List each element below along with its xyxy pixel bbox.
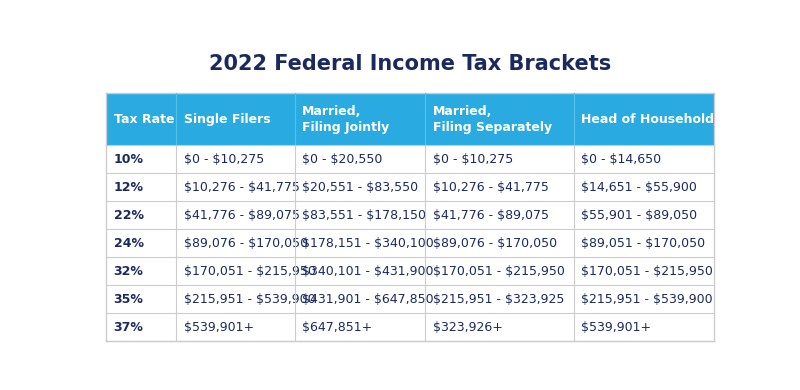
Text: Head of Household: Head of Household	[582, 113, 714, 126]
Text: $431,901 - $647,850: $431,901 - $647,850	[302, 292, 434, 306]
Text: $539,901+: $539,901+	[183, 321, 254, 333]
Text: 2022 Federal Income Tax Brackets: 2022 Federal Income Tax Brackets	[209, 54, 611, 74]
Bar	[106, 173, 714, 201]
Text: $41,776 - $89,075: $41,776 - $89,075	[433, 209, 549, 222]
Text: 24%: 24%	[114, 237, 144, 250]
Text: Married,
Filing Jointly: Married, Filing Jointly	[302, 105, 390, 134]
Text: 12%: 12%	[114, 181, 144, 194]
Bar	[106, 201, 714, 229]
Text: 10%: 10%	[114, 153, 144, 166]
Text: $89,076 - $170,050: $89,076 - $170,050	[183, 237, 308, 250]
Text: $41,776 - $89,075: $41,776 - $89,075	[183, 209, 299, 222]
Text: $170,051 - $215,950: $170,051 - $215,950	[183, 265, 315, 278]
Text: $323,926+: $323,926+	[433, 321, 502, 333]
Text: $89,051 - $170,050: $89,051 - $170,050	[582, 237, 706, 250]
Text: $539,901+: $539,901+	[582, 321, 652, 333]
Text: $14,651 - $55,900: $14,651 - $55,900	[582, 181, 698, 194]
Text: $170,051 - $215,950: $170,051 - $215,950	[433, 265, 565, 278]
Text: $215,951 - $323,925: $215,951 - $323,925	[433, 292, 564, 306]
Text: $0 - $10,275: $0 - $10,275	[433, 153, 513, 166]
Bar	[106, 145, 714, 173]
Text: 32%: 32%	[114, 265, 143, 278]
Text: $0 - $10,275: $0 - $10,275	[183, 153, 264, 166]
Text: $83,551 - $178,150: $83,551 - $178,150	[302, 209, 426, 222]
Bar	[106, 257, 714, 285]
Bar	[106, 229, 714, 257]
Text: $20,551 - $83,550: $20,551 - $83,550	[302, 181, 418, 194]
Text: $170,051 - $215,950: $170,051 - $215,950	[582, 265, 714, 278]
Text: $0 - $14,650: $0 - $14,650	[582, 153, 662, 166]
Bar	[106, 285, 714, 313]
Text: Married,
Filing Separately: Married, Filing Separately	[433, 105, 552, 134]
Text: $178,151 - $340,100: $178,151 - $340,100	[302, 237, 434, 250]
Text: 35%: 35%	[114, 292, 143, 306]
Text: Tax Rate: Tax Rate	[114, 113, 174, 126]
Text: $0 - $20,550: $0 - $20,550	[302, 153, 382, 166]
Bar	[106, 313, 714, 341]
Text: $647,851+: $647,851+	[302, 321, 372, 333]
Text: 37%: 37%	[114, 321, 143, 333]
Text: $55,901 - $89,050: $55,901 - $89,050	[582, 209, 698, 222]
Text: 22%: 22%	[114, 209, 144, 222]
Text: $215,951 - $539,900: $215,951 - $539,900	[582, 292, 713, 306]
Text: $10,276 - $41,775: $10,276 - $41,775	[433, 181, 549, 194]
Text: $215,951 - $539,900: $215,951 - $539,900	[183, 292, 315, 306]
Text: $10,276 - $41,775: $10,276 - $41,775	[183, 181, 299, 194]
Text: Single Filers: Single Filers	[183, 113, 270, 126]
Text: $89,076 - $170,050: $89,076 - $170,050	[433, 237, 557, 250]
Text: $340,101 - $431,900: $340,101 - $431,900	[302, 265, 434, 278]
